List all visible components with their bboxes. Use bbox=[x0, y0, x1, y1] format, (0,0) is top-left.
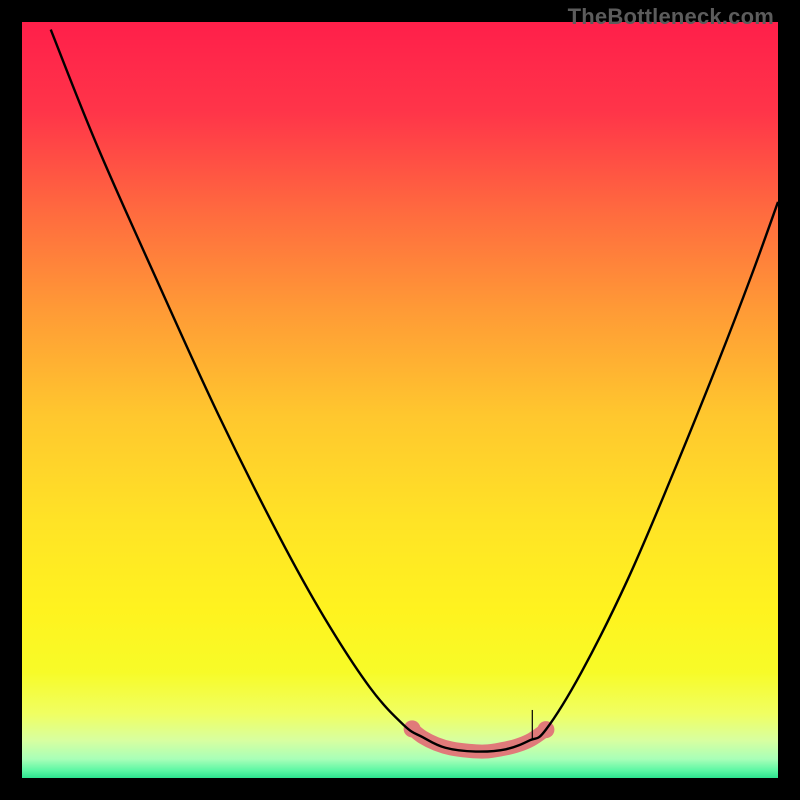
plot-area bbox=[22, 22, 778, 778]
bottleneck-curve bbox=[51, 30, 778, 752]
watermark-text: TheBottleneck.com bbox=[568, 4, 774, 30]
optimal-range-line bbox=[412, 729, 546, 752]
chart-frame: TheBottleneck.com bbox=[0, 0, 800, 800]
curve-overlay bbox=[22, 22, 778, 778]
